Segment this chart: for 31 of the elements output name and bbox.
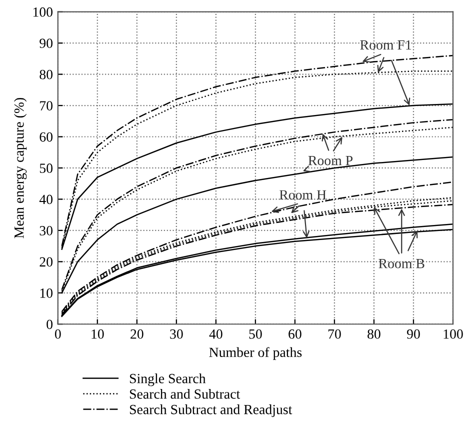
- x-tick-label: 40: [209, 329, 222, 339]
- y-tick-label: 70: [40, 101, 53, 110]
- x-tick-label: 70: [328, 329, 341, 339]
- y-tick-label: 50: [40, 164, 53, 173]
- y-tick-label: 40: [39, 194, 53, 204]
- y-tick-label: 90: [40, 38, 53, 48]
- x-tick-label: 50: [249, 329, 262, 339]
- x-tick-label: 90: [406, 329, 420, 339]
- x-axis-title: Number of paths: [209, 347, 302, 360]
- annotation: Room P: [308, 156, 353, 166]
- y-tick-label: 100: [33, 7, 53, 17]
- y-tick-label: 30: [40, 226, 53, 236]
- y-tick-label: 20: [40, 257, 53, 267]
- annotation: Room H: [280, 190, 326, 200]
- y-tick-label: 60: [40, 132, 53, 142]
- legend-label: Search Subtract and Readjust: [130, 404, 292, 418]
- y-axis-title: Mean energy capture (%): [14, 98, 27, 238]
- x-tick-label: 0: [54, 329, 61, 339]
- annotation: Room B: [378, 259, 424, 268]
- legend-label: Single Search: [130, 373, 206, 386]
- x-tick-label: 10: [92, 329, 104, 339]
- y-tick-label: 80: [40, 70, 53, 80]
- x-tick-label: 60: [288, 329, 302, 339]
- x-tick-label: 30: [170, 329, 183, 339]
- legend-label: Search and Subtract: [130, 388, 240, 399]
- y-tick-label: 10: [40, 288, 53, 298]
- y-tick-label: 0: [46, 320, 53, 330]
- annotation: Room F1: [360, 40, 412, 50]
- x-tick-label: 100: [444, 329, 463, 339]
- x-tick-label: 20: [130, 329, 144, 339]
- x-tick-label: 80: [368, 329, 380, 339]
